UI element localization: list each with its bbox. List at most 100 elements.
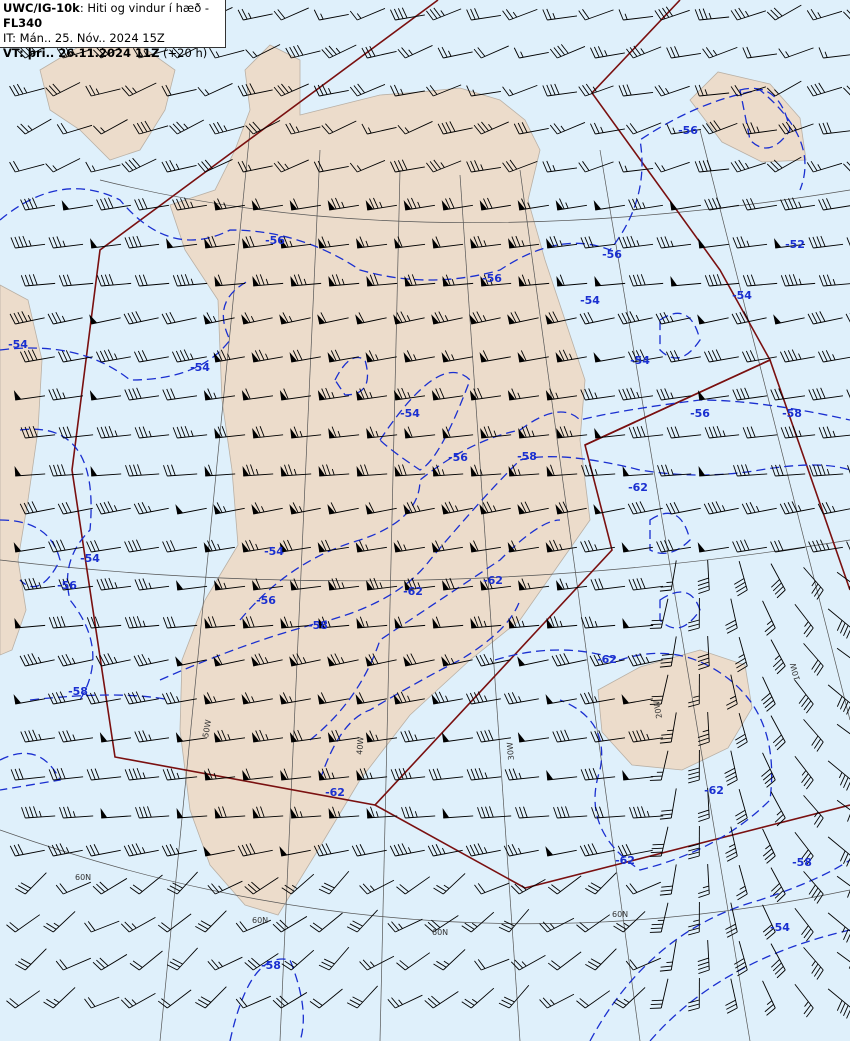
wind-barb [654,85,690,97]
wind-barb [251,653,283,667]
contour-label: -58 [782,407,802,420]
wind-barb [476,729,512,743]
wind-barb [207,880,243,895]
wind-barb [13,542,45,553]
wind-barb [426,159,462,173]
graticule-label-20w: 20W [652,700,664,719]
wind-barb [622,466,654,477]
wind-barb [827,760,850,791]
wind-barb [437,46,473,59]
wind-barb [89,314,121,325]
wind-barb [654,161,690,173]
wind-barb [290,426,322,439]
wind-barbs [6,4,850,1019]
wind-barb [818,426,850,439]
wind-barb [166,871,198,895]
wind-barb [209,121,245,135]
wind-barb [58,730,94,743]
wind-barb [394,464,426,477]
wind-barb [161,159,197,173]
wind-barb [742,426,778,439]
wind-barb [134,578,170,591]
wind-barb [803,719,824,752]
product-name: UWC/IG-10k [3,1,80,15]
wind-barb [327,197,359,211]
wind-barb [13,390,46,401]
contour-label: -58 [517,450,537,463]
wind-barb [290,274,322,287]
wind-barb [657,464,692,477]
wind-barb [251,729,284,743]
wind-barb [133,350,169,363]
wind-barb [204,768,236,781]
wind-barb [803,947,824,980]
wind-barb [725,826,738,862]
wind-barb [400,730,436,743]
wind-barb [424,915,459,933]
wind-barb [590,578,626,591]
wind-barb [279,312,311,325]
wind-barb [387,918,423,933]
wind-barb [625,881,662,895]
wind-barb [390,84,425,97]
wind-barb [518,274,550,287]
wind-barb [279,539,311,553]
contour-label: -56 [690,407,710,420]
wind-barb [806,82,843,97]
wind-barb [702,46,738,59]
wind-barb [129,950,163,971]
wind-barb [542,160,578,173]
wind-barb [555,198,587,211]
wind-barb [817,350,850,363]
wind-barb [328,806,360,819]
graticule-label-50w: 50W [201,719,213,738]
wind-barb [659,940,677,972]
wind-barb [703,349,739,363]
wind-barb [779,501,815,515]
temperature-contours [0,87,850,1041]
wind-barb [479,501,511,515]
wind-barb [16,42,52,59]
wind-barb [366,577,398,591]
wind-barb [47,691,83,705]
wind-barb [285,44,321,59]
wind-barb [618,9,654,21]
wind-barb [794,832,814,866]
contour-label: -62 [483,574,503,587]
contour-label: -62 [325,786,345,799]
wind-barb [251,198,283,211]
wind-barb [121,82,157,97]
wind-barb [20,577,56,591]
wind-barb [593,352,625,363]
wind-barb [628,198,663,211]
wind-barb [594,276,626,287]
wind-barb [622,770,654,781]
wind-barb [742,46,778,59]
wind-barb [203,312,235,325]
valid-offset: (+20 h) [159,46,208,60]
wind-barb [697,788,710,823]
wind-barb [431,691,463,705]
wind-barb [766,80,802,97]
wind-barb [279,692,311,705]
wind-barb [431,540,463,553]
wind-barb [279,846,311,857]
wind-barb [470,616,502,629]
wind-barb [20,274,56,287]
wind-barb [366,274,398,287]
wind-barb [803,567,824,600]
wind-barb [725,902,738,938]
wind-barb [237,8,273,21]
wind-barb [770,791,786,827]
wind-barb [241,388,274,401]
wind-barb [697,560,710,595]
wind-barb [203,692,235,705]
wind-barb [735,637,748,673]
wind-barb [9,83,45,97]
graticule-label-40w: 40W [355,736,366,755]
wind-barb [627,349,663,363]
wind-barb [504,768,540,781]
wind-barb [318,870,350,895]
wind-barb [84,920,120,933]
wind-barb [442,274,474,287]
